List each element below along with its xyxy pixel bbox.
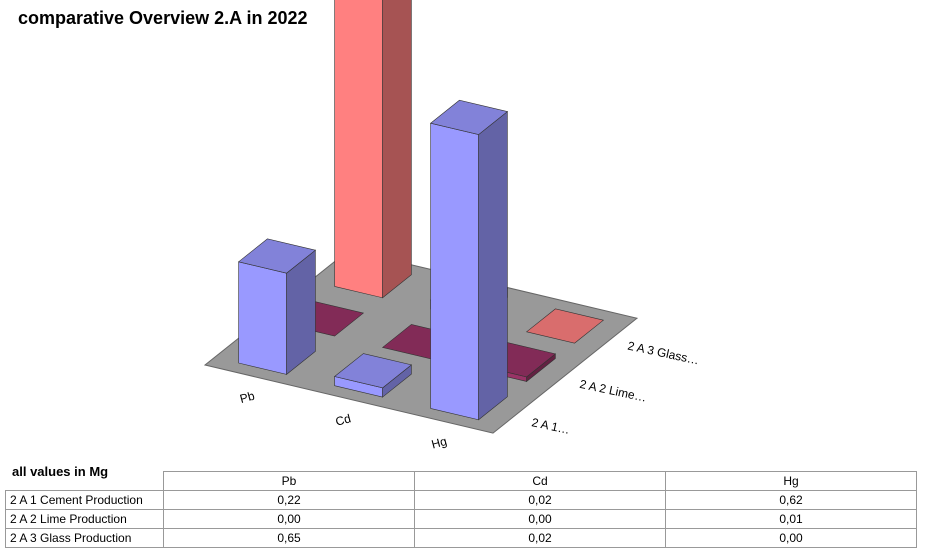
table-cell: 0,00 xyxy=(163,509,415,529)
bar-front xyxy=(334,0,383,299)
table-cell: 0,02 xyxy=(414,490,666,510)
x-tick-label: Pb xyxy=(238,389,256,406)
table-cell: 2 A 3 Glass Production xyxy=(5,528,164,548)
chart-title: comparative Overview 2.A in 2022 xyxy=(18,8,308,28)
x-tick-label: Cd xyxy=(334,411,352,428)
table-cell: 0,01 xyxy=(665,509,917,529)
bar-side xyxy=(382,0,412,299)
table-cell: 0,00 xyxy=(665,528,917,548)
bar-side xyxy=(478,110,508,421)
table-cell: 0,22 xyxy=(163,490,415,510)
bar-top xyxy=(333,353,413,389)
table-row: 2 A 3 Glass Production 0,65 0,02 0,00 xyxy=(5,528,917,548)
chart: Pb Cd Hg 2 A 1… 2 A 2 Lime… 2 A 3 Glass… xyxy=(203,0,700,451)
table-cell: Pb xyxy=(163,471,415,491)
table-cell: Cd xyxy=(414,471,666,491)
x-tick-label: Hg xyxy=(430,434,448,451)
bar xyxy=(334,0,412,299)
bar-top xyxy=(237,238,317,274)
table-cell: 0,00 xyxy=(414,509,666,529)
bar-front xyxy=(238,261,287,375)
table-cell xyxy=(6,472,164,491)
bar xyxy=(525,308,605,344)
data-table: Pb Cd Hg 2 A 1 Cement Production 0,22 0,02 0,6… xyxy=(5,471,917,548)
bar-top xyxy=(429,99,509,135)
bar xyxy=(237,238,317,375)
table-cell: 2 A 2 Lime Production xyxy=(5,509,164,529)
series-label: 2 A 1… xyxy=(530,415,571,437)
bar-top xyxy=(525,308,605,344)
series-label: 2 A 2 Lime… xyxy=(578,377,647,405)
table-cell: 2 A 1 Cement Production xyxy=(5,490,164,510)
table-cell: 0,02 xyxy=(414,528,666,548)
series-label: 2 A 3 Glass… xyxy=(626,339,700,368)
table-caption: all values in Mg xyxy=(12,464,109,479)
table-cell: 0,62 xyxy=(665,490,917,510)
bar xyxy=(333,353,413,398)
table-row: 2 A 1 Cement Production 0,22 0,02 0,62 xyxy=(5,490,917,510)
table-header: Pb Cd Hg xyxy=(6,471,917,491)
table-cell: 0,65 xyxy=(163,528,415,548)
bar-front xyxy=(430,122,479,421)
table-row: 2 A 2 Lime Production 0,00 0,00 0,01 xyxy=(5,509,917,529)
table-cell: Hg xyxy=(665,471,917,491)
bar xyxy=(429,99,509,421)
